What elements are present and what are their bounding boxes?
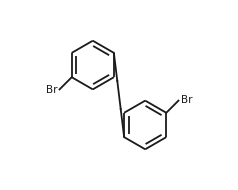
Text: Br: Br (46, 85, 57, 95)
Text: Br: Br (181, 95, 192, 105)
